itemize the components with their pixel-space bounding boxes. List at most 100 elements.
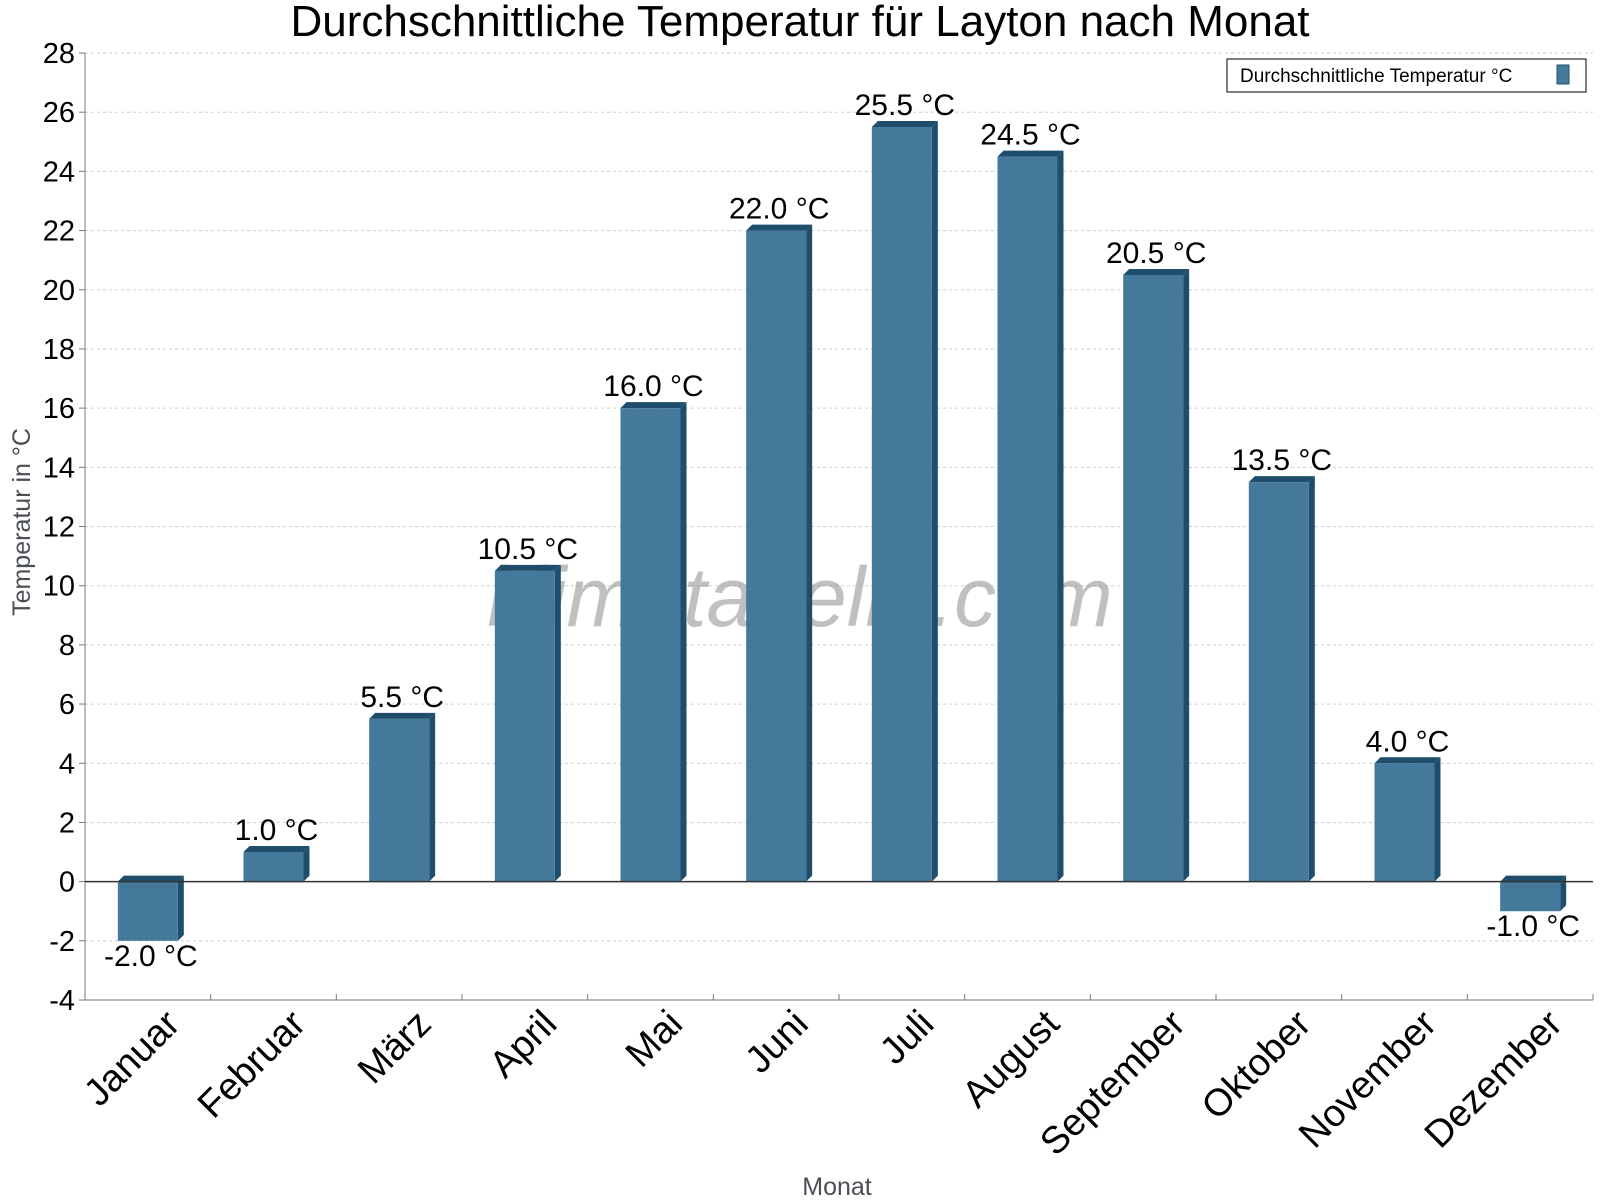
- bar-top: [620, 402, 687, 409]
- legend-box: [1226, 58, 1587, 93]
- bar-januar: [117, 875, 184, 941]
- bar-front: [997, 156, 1058, 882]
- bar-november: [1374, 757, 1441, 882]
- y-tick-label: 6: [59, 689, 75, 721]
- y-tick-label: 12: [43, 512, 75, 544]
- x-tick-label: Juli: [872, 1003, 942, 1073]
- x-tick-label: April: [482, 1003, 565, 1086]
- bar-oktober: [1248, 476, 1315, 882]
- legend-label: Durchschnittliche Temperatur °C: [1240, 66, 1512, 87]
- y-tick-label: 14: [43, 452, 75, 484]
- bar-top: [1374, 757, 1441, 764]
- bar-value-label: -2.0 °C: [104, 940, 198, 973]
- bar-top: [494, 564, 561, 571]
- bar-februar: [243, 846, 310, 882]
- y-tick-label: 28: [43, 38, 75, 70]
- x-tick-label: Oktober: [1194, 1002, 1320, 1128]
- bar-front: [494, 570, 555, 882]
- bar-top: [243, 846, 310, 853]
- bar-front: [1123, 274, 1184, 882]
- bar-side: [931, 120, 938, 882]
- y-tick-label: 24: [43, 156, 75, 188]
- bar-side: [1560, 875, 1567, 912]
- bar-side: [1434, 757, 1441, 882]
- bar-side: [1183, 268, 1190, 882]
- bar-value-label: 13.5 °C: [1232, 444, 1332, 477]
- y-axis-title: Temperatur in °C: [8, 428, 36, 616]
- bar-value-label: 22.0 °C: [729, 193, 829, 226]
- bar-value-label: 24.5 °C: [980, 119, 1080, 152]
- bar-side: [680, 402, 687, 882]
- bar-value-label: 16.0 °C: [603, 370, 703, 403]
- y-tick-label: -4: [49, 985, 75, 1017]
- bar-top: [1248, 476, 1315, 483]
- axes: [84, 53, 1593, 1001]
- bar-juli: [871, 120, 938, 882]
- y-tick-label: 8: [59, 630, 75, 662]
- bar-side: [806, 224, 813, 882]
- bar-top: [369, 712, 436, 719]
- y-tick-label: 22: [43, 216, 75, 248]
- y-tick-label: 10: [43, 571, 75, 603]
- y-tick-label: 16: [43, 393, 75, 425]
- bar-front: [746, 230, 807, 882]
- x-tick-label: Mai: [618, 1003, 691, 1076]
- bar-front: [871, 126, 932, 882]
- bar-value-label: -1.0 °C: [1486, 910, 1580, 943]
- y-tick-label: 0: [59, 867, 75, 899]
- bars: [117, 120, 1567, 941]
- bar-value-label: 4.0 °C: [1366, 725, 1450, 758]
- grid-lines: [85, 52, 1593, 1001]
- bar-side: [1308, 476, 1315, 882]
- bar-side: [303, 846, 310, 882]
- bar-value-label: 1.0 °C: [235, 814, 319, 847]
- bar-front: [1248, 482, 1309, 882]
- bar-top: [1123, 268, 1190, 275]
- legend-swatch: [1556, 64, 1570, 85]
- bar-value-label: 5.5 °C: [360, 681, 444, 714]
- bar-märz: [369, 712, 436, 882]
- y-tick-label: -2: [49, 926, 75, 958]
- bar-mai: [620, 402, 687, 882]
- y-tick-label: 20: [43, 275, 75, 307]
- x-tick-labels: Januar Februar März April Mai Juni Juli AugustS…: [76, 994, 1594, 1164]
- x-tick-label: Dezember: [1417, 1002, 1571, 1156]
- bar-top: [746, 224, 813, 231]
- bar-front: [1374, 763, 1435, 882]
- x-axis-title: Monat: [802, 1173, 872, 1200]
- bar-front: [369, 718, 430, 882]
- x-tick-label: Januar: [76, 1002, 188, 1114]
- bar-value-label: 10.5 °C: [478, 533, 578, 566]
- bar-top: [871, 120, 938, 127]
- legend: Durchschnittliche Temperatur °C: [1226, 58, 1587, 93]
- chart-title: Durchschnittliche Temperatur für Layton …: [290, 0, 1309, 46]
- x-tick-label: November: [1291, 1002, 1445, 1156]
- bar-front: [117, 881, 178, 941]
- y-tick-label: 26: [43, 97, 75, 129]
- bar-value-label: 20.5 °C: [1106, 237, 1206, 270]
- y-tick-label: 4: [59, 748, 75, 780]
- x-tick-label: Juni: [738, 1003, 817, 1082]
- bar-front: [620, 408, 681, 882]
- bar-value-label: 25.5 °C: [855, 89, 955, 122]
- bar-value-labels: -2.0 °C 1.0 °C 5.5 °C 10.5 °C 16.0 °C 22.0 °C…: [104, 89, 1580, 973]
- bar-top: [1500, 875, 1567, 882]
- bar-side: [429, 712, 436, 882]
- bar-top: [117, 875, 184, 882]
- bar-juni: [746, 224, 813, 882]
- bar-front: [243, 852, 304, 882]
- bar-april: [494, 564, 561, 882]
- bar-side: [554, 564, 561, 882]
- bar-september: [1123, 268, 1190, 882]
- bar-top: [997, 150, 1064, 157]
- x-tick-label: Februar: [190, 1002, 314, 1126]
- bar-side: [177, 875, 184, 941]
- bar-dezember: [1500, 875, 1567, 912]
- y-tick-label: 18: [43, 334, 75, 366]
- bar-front: [1500, 881, 1561, 912]
- bar-side: [1057, 150, 1064, 882]
- x-tick-label: August: [955, 1002, 1069, 1116]
- y-tick-label: 2: [59, 807, 75, 839]
